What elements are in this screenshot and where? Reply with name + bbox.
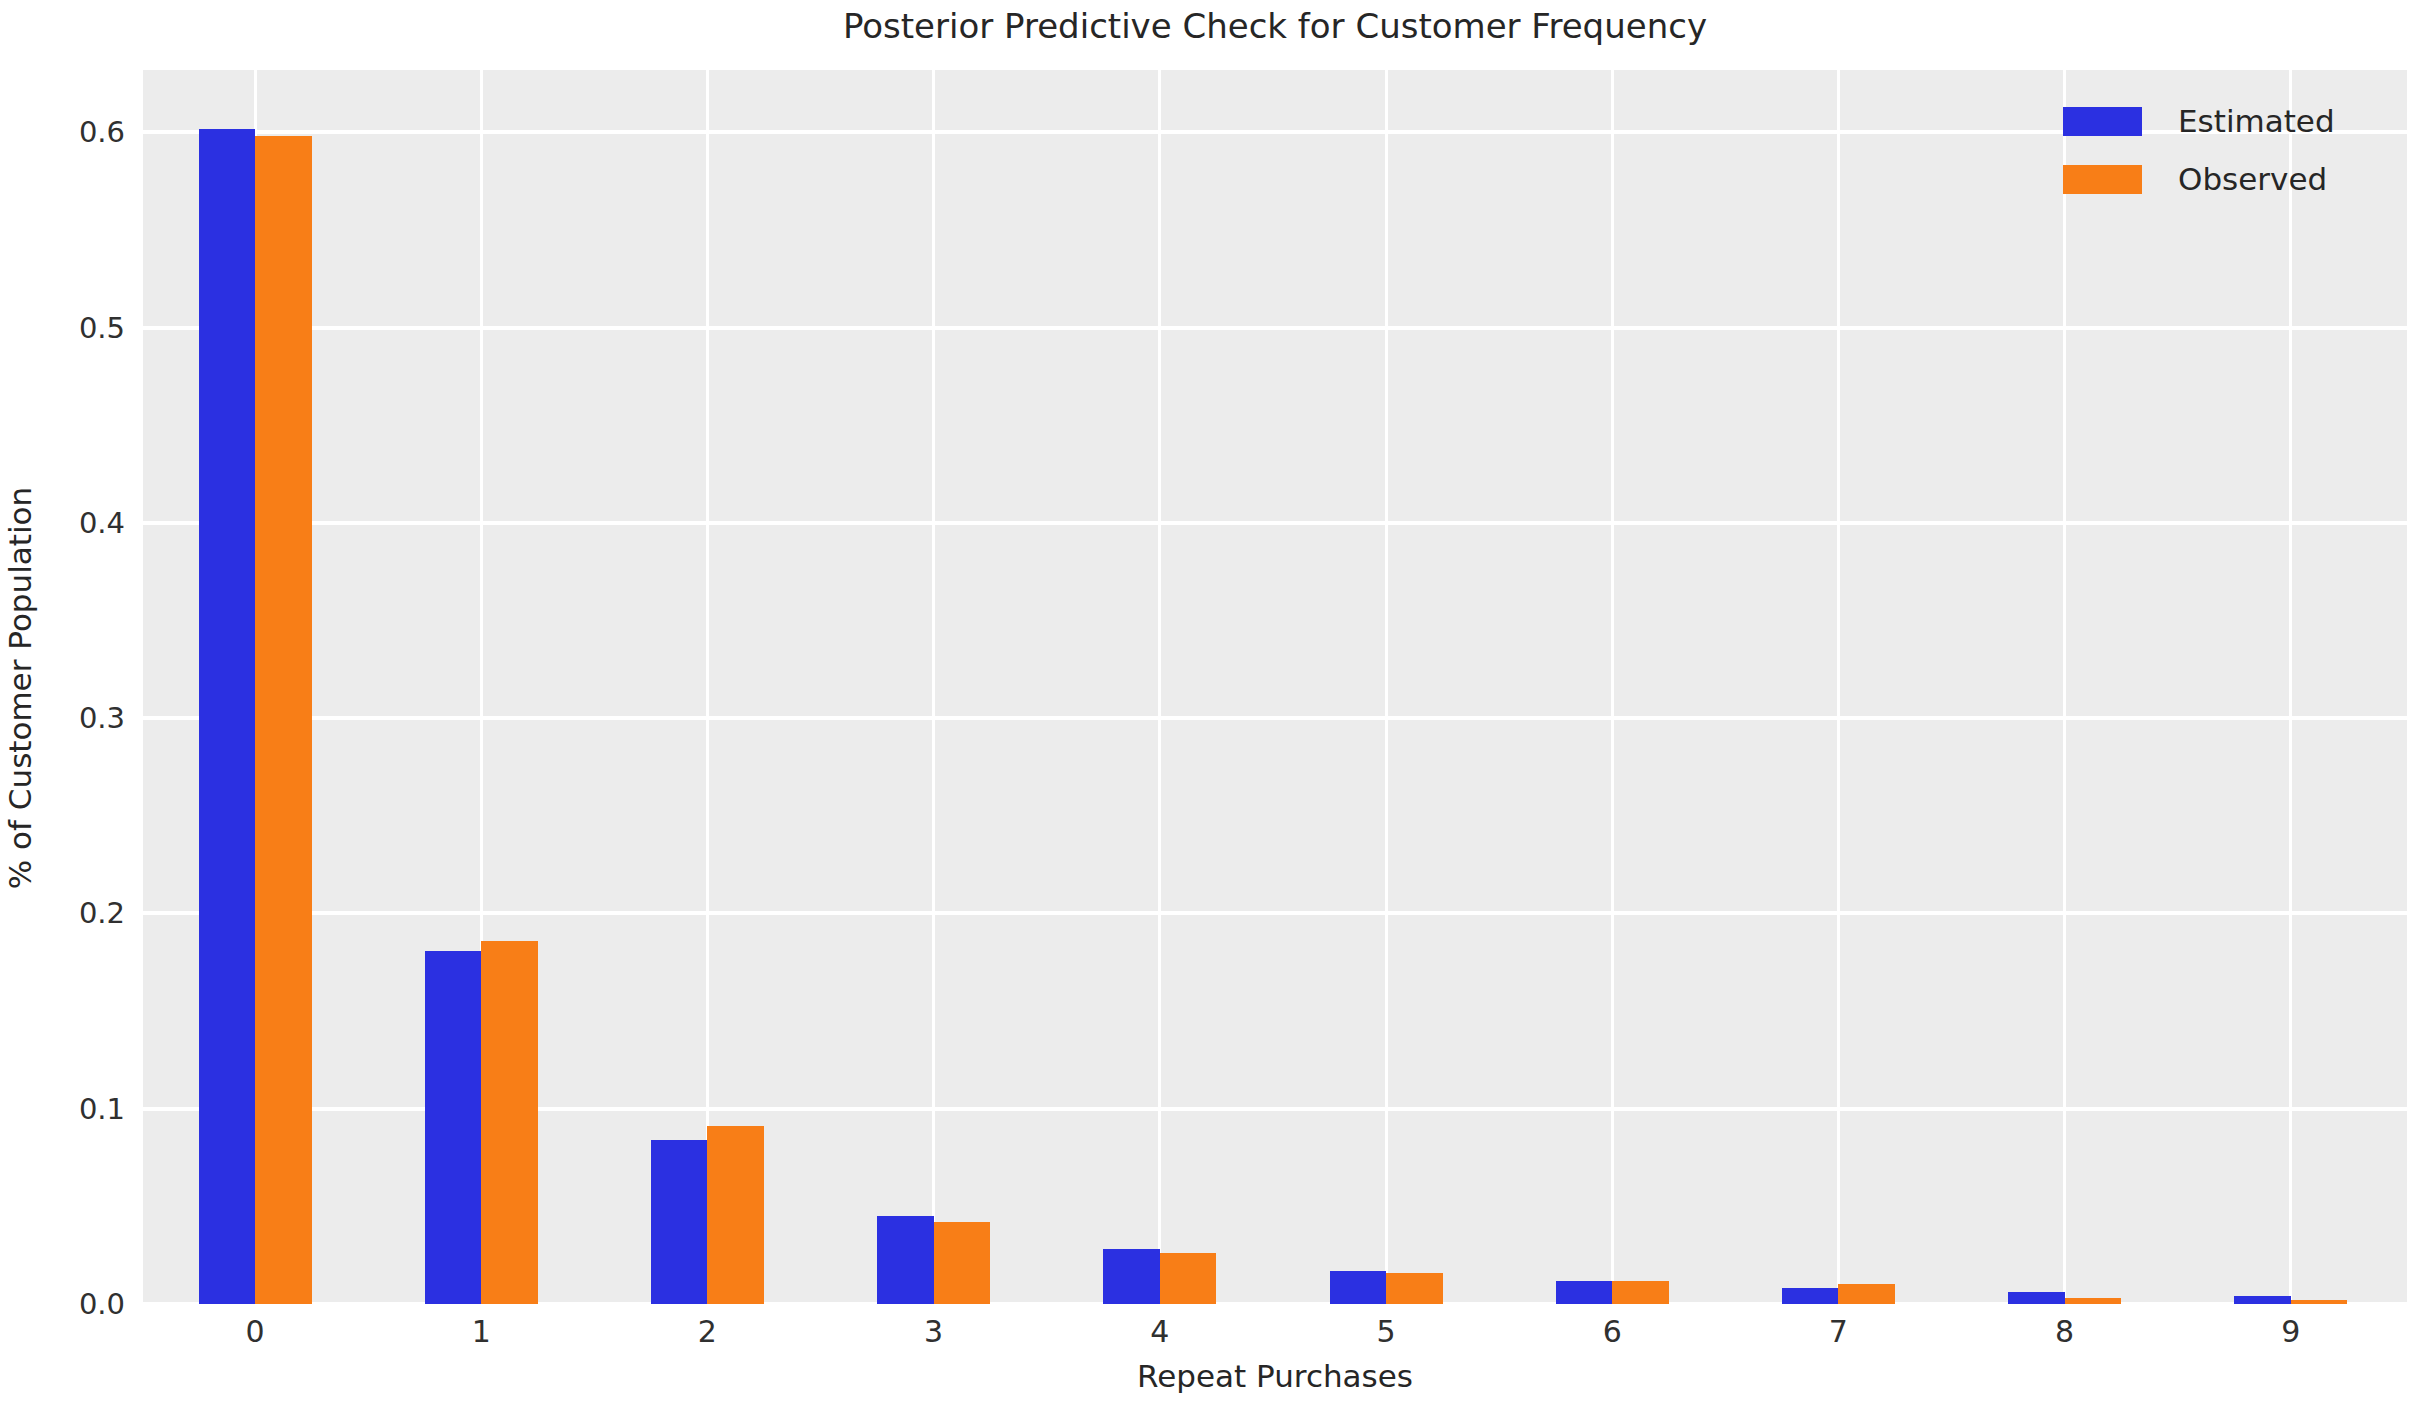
bar-observed-0: [255, 136, 312, 1304]
x-axis-label: Repeat Purchases: [143, 1358, 2407, 1394]
y-tick-label-0.2: 0.2: [5, 896, 125, 930]
legend-label-observed: Observed: [2178, 161, 2327, 197]
v-gridline-6: [1611, 70, 1614, 1304]
bar-estimated-2: [651, 1140, 708, 1304]
x-tick-label-2: 2: [698, 1314, 717, 1349]
x-tick-label-4: 4: [1150, 1314, 1169, 1349]
legend-label-estimated: Estimated: [2178, 103, 2335, 139]
x-tick-label-0: 0: [245, 1314, 264, 1349]
bar-estimated-4: [1103, 1249, 1160, 1304]
v-gridline-8: [2063, 70, 2066, 1304]
bar-observed-8: [2065, 1298, 2122, 1304]
bar-observed-1: [481, 941, 538, 1304]
legend-item-estimated: Estimated: [2063, 103, 2335, 139]
y-tick-label-0.4: 0.4: [5, 506, 125, 540]
v-gridline-2: [706, 70, 709, 1304]
y-axis-label: % of Customer Population: [2, 408, 38, 968]
x-tick-label-1: 1: [472, 1314, 491, 1349]
bar-observed-2: [707, 1126, 764, 1304]
bar-estimated-7: [1782, 1288, 1839, 1304]
bar-observed-7: [1838, 1284, 1895, 1304]
y-tick-label-0.0: 0.0: [5, 1287, 125, 1321]
x-tick-label-3: 3: [924, 1314, 943, 1349]
x-tick-label-6: 6: [1603, 1314, 1622, 1349]
bar-observed-4: [1160, 1253, 1217, 1304]
legend-swatch-observed: [2063, 165, 2142, 194]
v-gridline-3: [932, 70, 935, 1304]
plot-area: [143, 70, 2407, 1304]
legend-item-observed: Observed: [2063, 161, 2335, 197]
v-gridline-5: [1385, 70, 1388, 1304]
bar-estimated-3: [877, 1216, 934, 1304]
bar-estimated-9: [2234, 1296, 2291, 1304]
y-tick-label-0.3: 0.3: [5, 701, 125, 735]
bar-observed-6: [1612, 1281, 1669, 1304]
v-gridline-9: [2289, 70, 2292, 1304]
legend: Estimated Observed: [2063, 103, 2335, 197]
v-gridline-7: [1837, 70, 1840, 1304]
bar-estimated-6: [1556, 1281, 1613, 1304]
y-tick-label-0.1: 0.1: [5, 1092, 125, 1126]
x-tick-label-9: 9: [2281, 1314, 2300, 1349]
chart-title: Posterior Predictive Check for Customer …: [143, 6, 2407, 46]
x-tick-label-8: 8: [2055, 1314, 2074, 1349]
y-tick-label-0.6: 0.6: [5, 115, 125, 149]
bar-estimated-1: [425, 951, 482, 1304]
v-gridline-4: [1158, 70, 1161, 1304]
bar-observed-9: [2291, 1300, 2348, 1304]
bar-estimated-8: [2008, 1292, 2065, 1304]
bar-estimated-5: [1330, 1271, 1387, 1304]
bar-observed-3: [934, 1222, 991, 1304]
bar-estimated-0: [199, 129, 256, 1304]
figure: Posterior Predictive Check for Customer …: [0, 0, 2423, 1423]
legend-swatch-estimated: [2063, 107, 2142, 136]
x-tick-label-7: 7: [1829, 1314, 1848, 1349]
x-tick-label-5: 5: [1376, 1314, 1395, 1349]
bar-observed-5: [1386, 1273, 1443, 1304]
y-tick-label-0.5: 0.5: [5, 311, 125, 345]
